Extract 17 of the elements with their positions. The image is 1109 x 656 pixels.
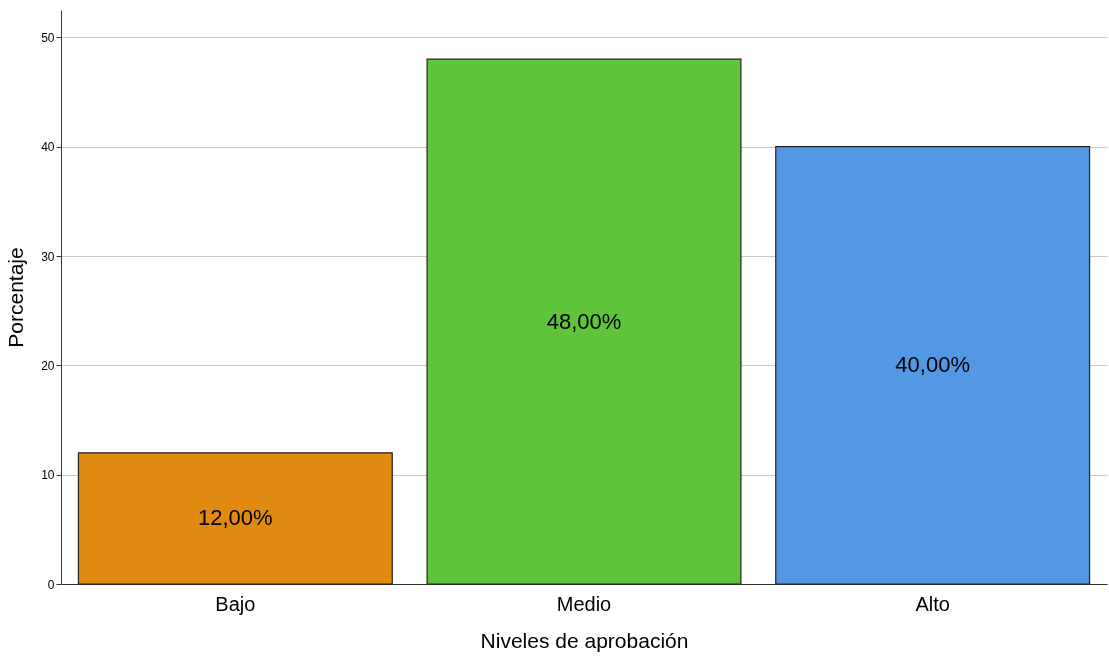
data-label: 12,00% (198, 505, 273, 531)
y-tick-label: 0 (47, 577, 55, 592)
y-tick-label: 30 (41, 249, 55, 264)
data-label: 48,00% (546, 308, 622, 334)
x-tick-label: Medio (556, 592, 612, 615)
x-tick-label: Bajo (215, 592, 256, 615)
y-tick-label: 40 (41, 140, 55, 155)
data-label: 40,00% (895, 352, 970, 378)
x-tick-label: Alto (915, 592, 950, 615)
bar (77, 452, 393, 585)
y-axis-title: Porcentaje (4, 247, 28, 348)
bar (775, 146, 1091, 585)
y-tick-label: 50 (41, 30, 55, 45)
y-tick-label: 20 (41, 358, 55, 373)
y-tick-label: 10 (41, 468, 55, 483)
bar (426, 58, 742, 585)
x-axis-title: Niveles de aprobación (480, 628, 689, 652)
